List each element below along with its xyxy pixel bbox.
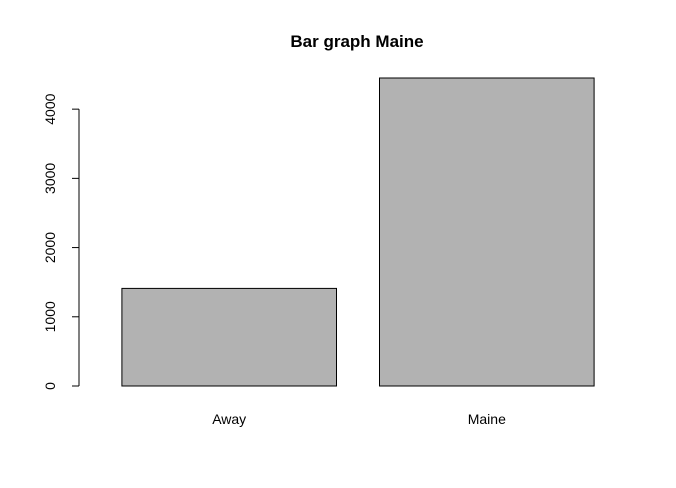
y-tick-label: 3000 xyxy=(42,163,58,194)
y-tick-label: 4000 xyxy=(42,93,58,124)
y-axis-ticks: 0 1000 2000 3000 4000 xyxy=(42,93,79,390)
x-category-label: Away xyxy=(212,411,246,427)
bar-maine xyxy=(379,77,595,387)
y-tick-label: 2000 xyxy=(42,232,58,263)
x-axis-labels: Away Maine xyxy=(212,411,506,427)
bar-away xyxy=(121,287,338,387)
x-category-label: Maine xyxy=(468,411,506,427)
y-tick-label: 1000 xyxy=(42,301,58,332)
chart-title: Bar graph Maine xyxy=(290,32,423,51)
y-tick-label: 0 xyxy=(42,382,58,390)
bars-group xyxy=(121,77,595,387)
